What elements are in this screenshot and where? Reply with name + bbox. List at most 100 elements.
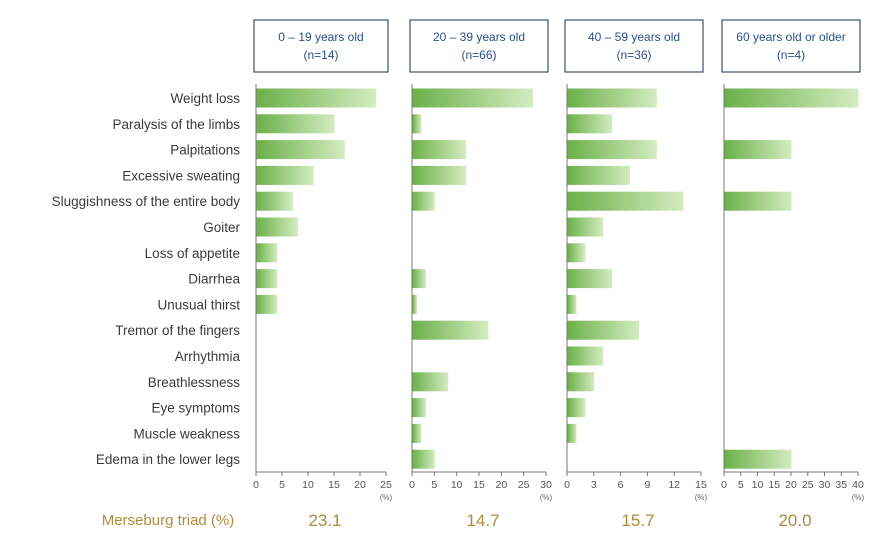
bar [567,243,586,263]
category-label: Weight loss [170,91,240,106]
panel-header-title: 0 – 19 years old [278,30,363,44]
x-tick-label: 0 [409,479,415,491]
bar [412,320,489,340]
x-unit-label: (%) [852,493,865,502]
triad-value: 20.0 [778,511,811,530]
bar [567,320,639,340]
bar [567,217,604,237]
x-tick-label: 30 [540,479,552,491]
bar [256,294,278,314]
bar [567,191,684,211]
triad-value: 14.7 [466,511,499,530]
x-tick-label: 20 [354,479,366,491]
panel-header-title: 40 – 59 years old [588,30,680,44]
bar [724,88,859,108]
bar [567,269,613,289]
panel-header-box [253,19,389,73]
bar [256,114,335,134]
category-label: Paralysis of the limbs [112,117,240,132]
x-tick-label: 5 [431,479,437,491]
x-tick-label: 25 [518,479,530,491]
bar [256,217,299,237]
bar [567,423,577,443]
x-tick-label: 20 [495,479,507,491]
x-tick-label: 25 [802,479,814,491]
category-label: Diarrhea [188,272,240,287]
bar [724,449,792,469]
x-unit-label: (%) [380,493,393,502]
bar [412,88,534,108]
chart-panels: 0 – 19 years old(n=14)0 5 10 15 20 25(%)20 – … [253,19,865,502]
panel-header-title: 60 years old or older [736,30,845,44]
bar [412,423,422,443]
x-tick-label: 0 [253,479,259,491]
bar [256,269,278,289]
bar [724,140,792,160]
bar [724,191,792,211]
category-label: Breathlessness [148,375,241,390]
panel-header-n: (n=4) [777,48,805,62]
x-tick-label: 0 [564,479,570,491]
category-label: Unusual thirst [157,297,240,312]
bar [256,140,345,160]
category-label: Loss of appetite [145,246,240,261]
bar [412,140,467,160]
panel-header-n: (n=66) [461,48,496,62]
x-tick-label: 35 [835,479,847,491]
triad-label: Merseburg triad (%) [102,512,235,529]
category-labels: Weight loss Paralysis of the limbs Palpita… [52,91,241,467]
category-label: Sluggishness of the entire body [52,194,241,209]
x-tick-label: 3 [591,479,597,491]
panel-4: 60 years old or older (n=4) 0 5 10 15 20 25 30 35… [721,19,865,502]
bar [412,398,426,418]
category-label: Goiter [203,220,240,235]
panel-2: 20 – 39 years old (n=66) 0 5 10 15 20 25 30 (%) [409,19,553,502]
category-label: Muscle weakness [133,426,240,441]
x-tick-label: 5 [738,479,744,491]
category-label: Arrhythmia [175,349,241,364]
bar [567,88,657,108]
triad-value: 23.1 [308,511,341,530]
x-tick-label: 25 [380,479,392,491]
x-tick-label: 10 [302,479,314,491]
x-tick-label: 10 [752,479,764,491]
x-tick-label: 10 [451,479,463,491]
x-tick-label: 0 [721,479,727,491]
panel-1: 0 – 19 years old (n=14) 0 5 10 15 20 25 (%) [253,19,393,502]
x-tick-label: 15 [473,479,485,491]
bar [412,269,426,289]
bar [412,165,467,185]
panel-header-title: 20 – 39 years old [433,30,525,44]
x-tick-label: 15 [768,479,780,491]
bar [567,372,595,392]
bar [256,243,278,263]
panel-header-n: (n=36) [616,48,651,62]
bar [256,88,377,108]
x-unit-label: (%) [695,493,708,502]
bar [256,191,293,211]
x-tick-label: 5 [279,479,285,491]
triad-value: 15.7 [621,511,654,530]
bar [412,191,435,211]
bar [412,294,417,314]
bar [567,346,604,366]
x-tick-label: 15 [695,479,707,491]
bar [567,294,577,314]
category-label: Tremor of the fingers [115,323,240,338]
x-tick-label: 9 [644,479,650,491]
category-label: Palpitations [170,143,240,158]
x-tick-label: 12 [668,479,680,491]
category-label: Excessive sweating [122,168,240,183]
merseburg-triad-row: Merseburg triad (%) 23.1 14.7 15.7 20.0 [102,511,812,530]
panel-3: 40 – 59 years old (n=36) 0 3 6 9 12 15 (%) [564,19,708,502]
x-tick-label: 6 [618,479,624,491]
bar [412,372,449,392]
panel-header-n: (n=14) [303,48,338,62]
bar [567,165,631,185]
bar [567,114,613,134]
x-tick-label: 30 [819,479,831,491]
x-unit-label: (%) [540,493,553,502]
bar [412,114,422,134]
x-tick-label: 15 [328,479,340,491]
